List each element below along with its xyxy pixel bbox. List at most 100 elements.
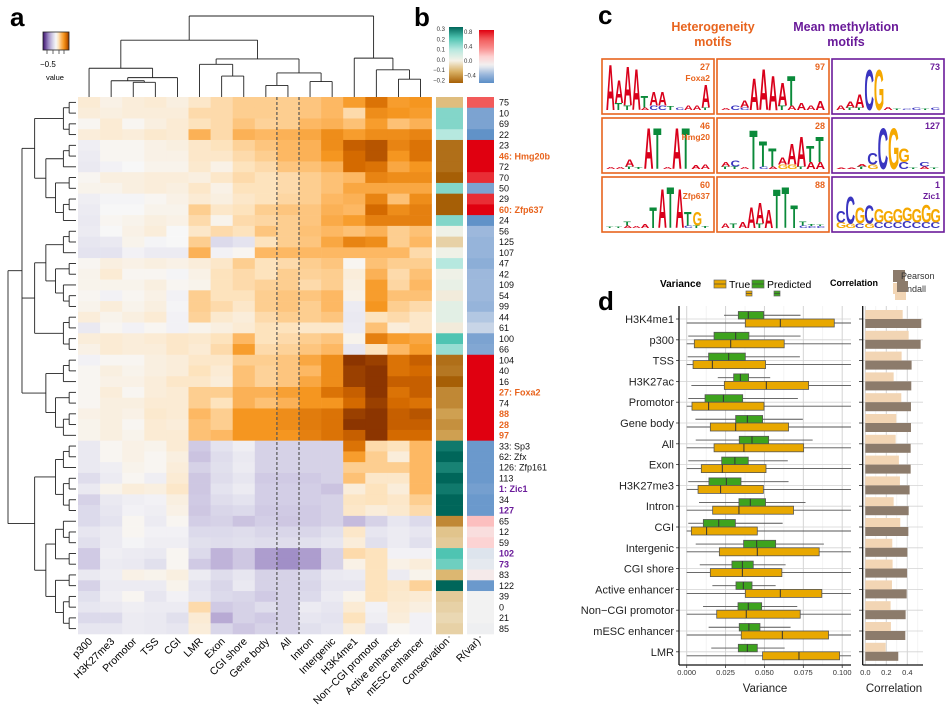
heatmap-cell: [321, 247, 344, 259]
pearson-bar: [865, 527, 909, 536]
heatmap-cell: [78, 472, 101, 484]
heatmap-cell: [276, 258, 300, 270]
motif-letter: T: [790, 200, 797, 236]
heatmap-cell: [122, 97, 145, 109]
heatmap-cell: [254, 322, 278, 334]
rvar-cell: [467, 182, 494, 194]
heatmap-cell: [365, 548, 388, 560]
heatmap-cell: [100, 118, 123, 130]
heatmap-cell: [144, 548, 167, 560]
heatmap-cell: [232, 172, 256, 184]
heatmap-cell: [299, 172, 322, 184]
heatmap-cell: [254, 290, 278, 302]
heatmap-cell: [387, 408, 410, 420]
heatmap-cell: [144, 591, 167, 603]
motif-letter: T: [893, 108, 901, 110]
rvar-cell: [467, 204, 494, 216]
heatmap-cell: [100, 311, 123, 323]
motif-letter: A: [816, 98, 826, 113]
motif-letter: A: [623, 225, 633, 229]
heatmap-cell: [188, 204, 211, 216]
heatmap-cell: [276, 311, 300, 323]
heatmap-cell: [100, 537, 123, 549]
heatmap-cell: [78, 408, 101, 420]
heatmap-cell: [122, 483, 145, 495]
heatmap-cell: [144, 139, 167, 151]
heatmap-cell: [166, 537, 189, 549]
heatmap-cell: [387, 279, 410, 291]
category-label: LMR: [651, 647, 674, 659]
heatmap-cell: [188, 182, 211, 194]
heatmap-cell: [387, 397, 410, 409]
heatmap-cell: [387, 462, 410, 474]
heatmap-cell: [387, 139, 410, 151]
row-label: 97: [499, 431, 509, 441]
heatmap-cell: [321, 193, 344, 205]
motif-letter: T: [808, 224, 816, 227]
heatmap-cell: [232, 204, 256, 216]
heatmap-cell: [321, 182, 344, 194]
heatmap-cell: [387, 612, 410, 624]
heatmap-cell: [387, 247, 410, 259]
motif-letter: A: [649, 88, 658, 110]
heterogeneity-title: motifs: [694, 35, 732, 49]
heatmap-cell: [254, 97, 278, 109]
heatmap-cell: [144, 462, 167, 474]
heatmap-cell: [343, 569, 366, 581]
heatmap-cell: [188, 139, 211, 151]
rvar-cell: [467, 462, 494, 474]
heatmap-cell: [122, 365, 145, 377]
row-label: 27: Foxa2: [499, 388, 541, 398]
heatmap-cell: [387, 386, 410, 399]
heatmap-cell: [343, 225, 366, 237]
heatmap-cell: [409, 515, 432, 527]
heatmap-cell: [166, 397, 189, 409]
heatmap-cell: [321, 150, 344, 162]
heatmap-cell: [254, 172, 278, 184]
column-label: LMR: [182, 635, 206, 659]
heatmap-cell: [343, 182, 366, 194]
heatmap-cell: [144, 107, 167, 119]
heatmap-cell: [122, 580, 145, 592]
motif-letter: T: [623, 105, 630, 112]
heatmap-cell: [166, 591, 189, 603]
heatmap-cell: [188, 193, 211, 205]
heatmap-cell: [188, 505, 211, 517]
heatmap-cell: [343, 451, 366, 463]
conservation-cell: [436, 419, 463, 431]
heatmap-cell: [321, 311, 344, 323]
predicted-box: [695, 539, 824, 549]
motif-letter: A: [701, 80, 710, 116]
heatmap-cell: [232, 139, 256, 151]
conservation-cell: [436, 118, 463, 130]
panel-label-d: d: [598, 286, 614, 316]
heatmap-cell: [166, 301, 189, 313]
motif-letter: A: [778, 156, 788, 167]
heatmap-cell: [387, 558, 410, 570]
motif-letter: A: [644, 117, 654, 183]
motif-id: 73: [930, 62, 940, 72]
heatmap-cell: [100, 107, 123, 119]
motif-letter: A: [641, 224, 650, 230]
rvar-cell: [467, 526, 494, 538]
heatmap-cell: [254, 139, 278, 151]
heatmap-cell: [387, 236, 410, 248]
heatmap-cell: [254, 215, 278, 227]
heatmap-cell: [210, 301, 233, 313]
rvar-cell: [467, 107, 494, 119]
category-label: Intron: [646, 501, 674, 513]
motif-letter: C: [855, 223, 865, 230]
heatmap-cell: [78, 236, 101, 248]
row-label: 66: [499, 345, 509, 355]
heatmap-cell: [299, 301, 322, 313]
heatmap-cell: [276, 215, 300, 227]
conservation-cell: [436, 247, 463, 259]
heatmap-cell: [166, 172, 189, 184]
heatmap-cell: [166, 548, 189, 560]
heatmap-cell: [100, 193, 123, 205]
motif-letter: C: [898, 160, 909, 171]
heatmap-cell: [321, 258, 344, 270]
heatmap-cell: [144, 247, 167, 259]
heatmap-cell: [387, 301, 410, 313]
